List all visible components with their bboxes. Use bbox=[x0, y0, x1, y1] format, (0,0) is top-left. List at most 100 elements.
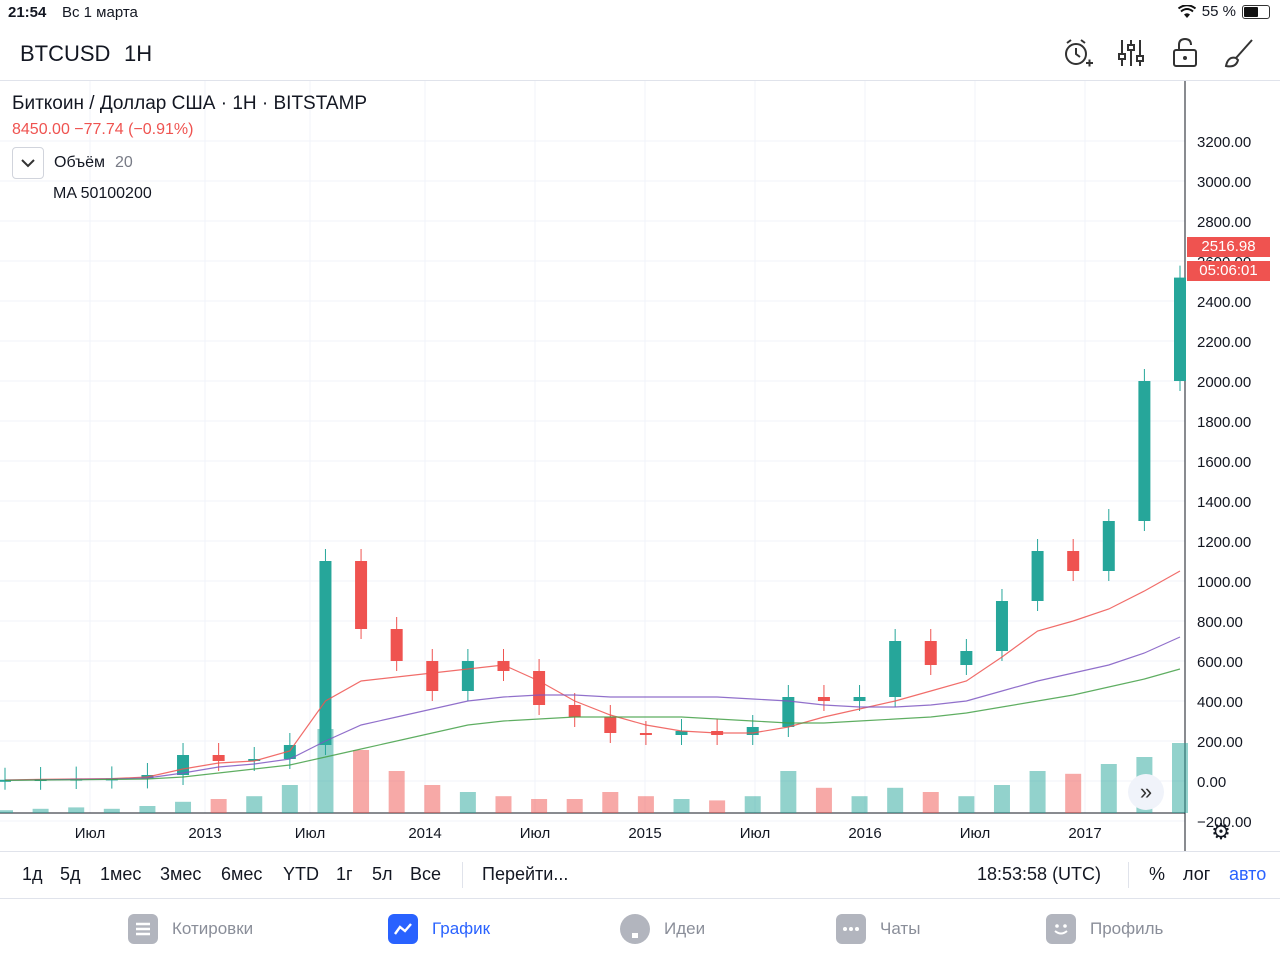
volume-bar bbox=[0, 810, 13, 813]
range-1d[interactable]: 1д bbox=[22, 864, 43, 884]
volume-bar bbox=[388, 771, 405, 813]
range-5y[interactable]: 5л bbox=[372, 864, 393, 884]
price-axis-label: 1000.00 bbox=[1197, 574, 1251, 591]
volume-bar bbox=[637, 796, 654, 813]
volume-bar bbox=[1100, 764, 1117, 813]
candle-body bbox=[283, 745, 296, 759]
goto-date-button[interactable]: Перейти... bbox=[482, 864, 569, 884]
candle-body bbox=[604, 717, 617, 733]
legend-title: Биткоин / Доллар США · 1Н · BITSTAMP bbox=[12, 93, 368, 114]
collapse-legend-button[interactable] bbox=[12, 147, 44, 179]
price-axis-label: 1600.00 bbox=[1197, 454, 1251, 471]
tab-ideas-label: Идеи bbox=[664, 919, 706, 938]
volume-bar bbox=[780, 771, 797, 813]
legend-price: 8450.00 −77.74 (−0.91%) bbox=[12, 121, 194, 138]
status-date: Вс 1 марта bbox=[62, 4, 138, 21]
price-axis-label: 3000.00 bbox=[1197, 174, 1251, 191]
range-5d[interactable]: 5д bbox=[60, 864, 81, 884]
last-price-tag: 2516.98 bbox=[1187, 237, 1270, 257]
time-axis-label: Июл bbox=[295, 825, 325, 842]
alarm-clock-icon[interactable] bbox=[1060, 36, 1094, 70]
range-1m[interactable]: 1мес bbox=[100, 864, 142, 884]
tab-profile-label: Профиль bbox=[1090, 919, 1164, 938]
volume-bar bbox=[139, 806, 156, 813]
gear-icon[interactable]: ⚙ bbox=[1211, 819, 1231, 844]
candle-body bbox=[746, 727, 759, 735]
volume-value: 20 bbox=[114, 154, 133, 171]
battery-percent: 55 % bbox=[1201, 3, 1236, 20]
volume-bar bbox=[353, 750, 370, 813]
status-time: 21:54 bbox=[8, 4, 47, 21]
chat-icon bbox=[836, 914, 866, 944]
price-axis-label: 0.00 bbox=[1197, 774, 1226, 791]
tab-quotes[interactable]: Котировки bbox=[128, 914, 253, 944]
price-axis-label: −200.00 bbox=[1197, 814, 1252, 831]
candle-body bbox=[853, 697, 866, 701]
tab-ideas[interactable]: Идеи bbox=[620, 914, 705, 944]
candle-body bbox=[497, 661, 510, 671]
price-axis-label: 2800.00 bbox=[1197, 214, 1251, 231]
range-3m[interactable]: 3мес bbox=[160, 864, 202, 884]
price-chart[interactable]: 3200.003000.002800.002600.002400.002200.… bbox=[0, 81, 1280, 851]
wifi-icon bbox=[1177, 4, 1196, 18]
chart-icon bbox=[388, 914, 418, 944]
volume-bar bbox=[103, 808, 120, 813]
tab-bar: Котировки График Идеи Чаты Профиль bbox=[0, 898, 1280, 960]
price-axis-label: 2200.00 bbox=[1197, 334, 1251, 351]
price-axis-label: 400.00 bbox=[1197, 694, 1243, 711]
auto-scale-toggle[interactable]: авто bbox=[1229, 864, 1267, 884]
volume-bar bbox=[922, 792, 939, 813]
range-6m[interactable]: 6мес bbox=[221, 864, 263, 884]
legend-ma[interactable]: MA 50100200 bbox=[53, 185, 152, 202]
volume-bar bbox=[958, 796, 975, 813]
utc-clock[interactable]: 18:53:58 (UTC) bbox=[977, 864, 1102, 884]
range-divider-2 bbox=[1128, 862, 1129, 888]
log-scale-toggle[interactable]: лог bbox=[1183, 864, 1211, 884]
volume-bar bbox=[602, 792, 619, 813]
scroll-to-realtime-button[interactable]: » bbox=[1128, 774, 1164, 810]
percent-scale-toggle[interactable]: % bbox=[1149, 864, 1166, 884]
candle-body bbox=[533, 671, 546, 705]
chart-toolbar: BTCUSD 1Н bbox=[0, 26, 1280, 81]
range-1y[interactable]: 1г bbox=[336, 864, 353, 884]
time-axis-label: 2014 bbox=[408, 825, 441, 842]
range-all[interactable]: Все bbox=[410, 864, 442, 884]
volume-bar bbox=[317, 729, 334, 813]
volume-label[interactable]: Объём bbox=[54, 154, 105, 171]
range-ytd[interactable]: YTD bbox=[283, 864, 319, 884]
tab-chart-label: График bbox=[432, 919, 491, 938]
tab-chart[interactable]: График bbox=[388, 914, 490, 944]
volume-bar bbox=[175, 801, 192, 813]
tab-chats[interactable]: Чаты bbox=[836, 914, 920, 944]
candle-body bbox=[212, 755, 225, 761]
ma50-line bbox=[4, 570, 1181, 781]
ma100-line bbox=[4, 636, 1181, 781]
interval-button[interactable]: 1Н bbox=[124, 41, 153, 66]
battery-icon bbox=[1242, 4, 1270, 19]
time-axis-label: Июл bbox=[960, 825, 990, 842]
price-axis-label: 1800.00 bbox=[1197, 414, 1251, 431]
price-axis-label: 200.00 bbox=[1197, 734, 1243, 751]
price-axis-label: 1400.00 bbox=[1197, 494, 1251, 511]
candle-body bbox=[319, 561, 332, 745]
volume-bar bbox=[673, 799, 690, 813]
candle-body bbox=[1138, 381, 1151, 521]
status-right: 55 % bbox=[1177, 3, 1270, 20]
volume-bar bbox=[246, 796, 263, 813]
chevron-down-icon bbox=[21, 159, 35, 168]
indicators-icon[interactable] bbox=[1114, 36, 1148, 70]
volume-bar bbox=[531, 799, 548, 813]
price-axis-label: 1200.00 bbox=[1197, 534, 1251, 551]
tab-profile[interactable]: Профиль bbox=[1046, 914, 1163, 944]
range-bar: 1д 5д 1мес 3мес 6мес YTD 1г 5л Все Перей… bbox=[0, 851, 1280, 899]
volume-bar bbox=[709, 800, 726, 813]
time-axis-label: 2015 bbox=[628, 825, 661, 842]
smile-icon bbox=[1046, 914, 1076, 944]
symbol-button[interactable]: BTCUSD bbox=[20, 41, 111, 66]
chart-area[interactable]: 3200.003000.002800.002600.002400.002200.… bbox=[0, 81, 1280, 851]
brush-icon[interactable] bbox=[1222, 36, 1256, 70]
candle-body bbox=[639, 733, 652, 735]
unlock-icon[interactable] bbox=[1168, 36, 1202, 70]
status-bar: 21:54 Вс 1 марта 55 % bbox=[0, 0, 1280, 26]
price-axis-label: 2400.00 bbox=[1197, 294, 1251, 311]
